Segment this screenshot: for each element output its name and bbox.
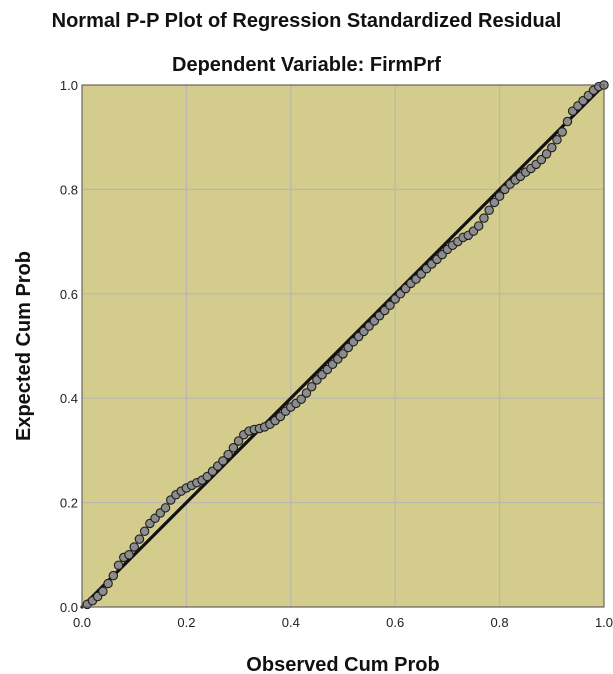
reference-line <box>80 83 606 609</box>
plot-frame <box>81 84 605 608</box>
data-point <box>536 154 547 165</box>
data-point <box>484 205 494 216</box>
chart-subtitle: Dependent Variable: FirmPrf <box>172 54 441 76</box>
y-tick-label: 0.0 <box>60 600 78 615</box>
data-point <box>223 449 233 460</box>
data-points <box>82 80 609 610</box>
data-point <box>113 560 124 570</box>
data-point <box>160 503 171 513</box>
data-point <box>134 534 145 544</box>
data-point <box>103 578 113 589</box>
y-tick-label: 1.0 <box>60 78 78 93</box>
x-tick-label: 0.8 <box>491 615 509 630</box>
x-axis-label: Observed Cum Prob <box>246 654 439 674</box>
data-point <box>541 149 552 159</box>
x-axis-ticks: 0.0 0.2 0.4 0.6 0.8 1.0 <box>73 615 613 630</box>
data-point <box>228 443 239 453</box>
data-point <box>479 213 489 223</box>
y-tick-label: 0.8 <box>60 182 78 197</box>
x-tick-label: 0.2 <box>177 615 195 630</box>
y-tick-label: 0.4 <box>60 391 78 406</box>
x-tick-label: 1.0 <box>595 615 613 630</box>
data-point <box>301 388 312 398</box>
data-point <box>98 586 108 597</box>
data-point <box>489 197 500 208</box>
y-tick-label: 0.6 <box>60 287 78 302</box>
y-axis-ticks: 0.0 0.2 0.4 0.6 0.8 1.0 <box>60 78 78 615</box>
x-tick-label: 0.4 <box>282 615 300 630</box>
y-axis-label: Expected Cum Prob <box>13 251 35 441</box>
data-point <box>385 300 395 311</box>
y-tick-label: 0.2 <box>60 496 78 511</box>
data-point <box>139 526 150 537</box>
data-point <box>129 542 139 552</box>
data-point <box>124 550 134 560</box>
x-tick-label: 0.6 <box>386 615 404 630</box>
data-point <box>473 221 484 231</box>
data-point <box>547 142 557 153</box>
chart-title: Normal P-P Plot of Regression Standardiz… <box>51 10 562 32</box>
data-point <box>233 436 244 446</box>
data-point <box>108 570 119 581</box>
data-point <box>338 349 348 359</box>
data-point <box>557 127 567 137</box>
data-point <box>218 456 228 466</box>
data-point <box>494 191 505 201</box>
x-tick-label: 0.0 <box>73 615 91 630</box>
data-point <box>306 381 317 392</box>
data-point <box>296 394 306 404</box>
data-point <box>552 135 562 145</box>
data-point <box>562 116 573 127</box>
data-point <box>343 342 353 353</box>
